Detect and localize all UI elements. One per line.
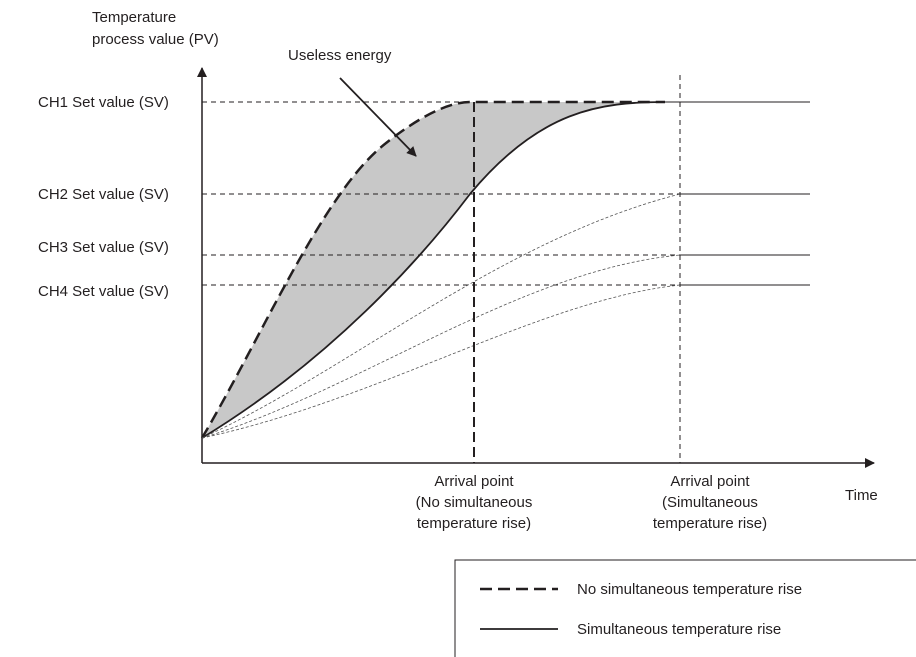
sv-label: CH4 Set value (SV)	[38, 283, 169, 300]
arrival-label: (Simultaneous	[662, 494, 758, 511]
sv-lines	[202, 101, 810, 286]
y-label: Temperature	[92, 9, 176, 26]
sv-label: CH2 Set value (SV)	[38, 186, 169, 203]
legend: No simultaneous temperature rise Simulta…	[454, 559, 916, 657]
arrival-label: temperature rise)	[417, 515, 531, 532]
fill-area	[202, 102, 665, 438]
annotation: Useless energy	[288, 47, 392, 64]
arrival-label: Arrival point	[670, 473, 750, 490]
x-label: Time	[845, 487, 878, 504]
axes	[197, 67, 875, 468]
arrival-label: (No simultaneous	[416, 494, 533, 511]
legend-label: No simultaneous temperature rise	[577, 581, 802, 598]
sv-label: CH1 Set value (SV)	[38, 94, 169, 111]
legend-label: Simultaneous temperature rise	[577, 621, 781, 638]
arrival-label: temperature rise)	[653, 515, 767, 532]
curves	[200, 75, 681, 463]
arrival-label: Arrival point	[434, 473, 514, 490]
y-label: process value (PV)	[92, 31, 219, 48]
sv-label: CH3 Set value (SV)	[38, 239, 169, 256]
